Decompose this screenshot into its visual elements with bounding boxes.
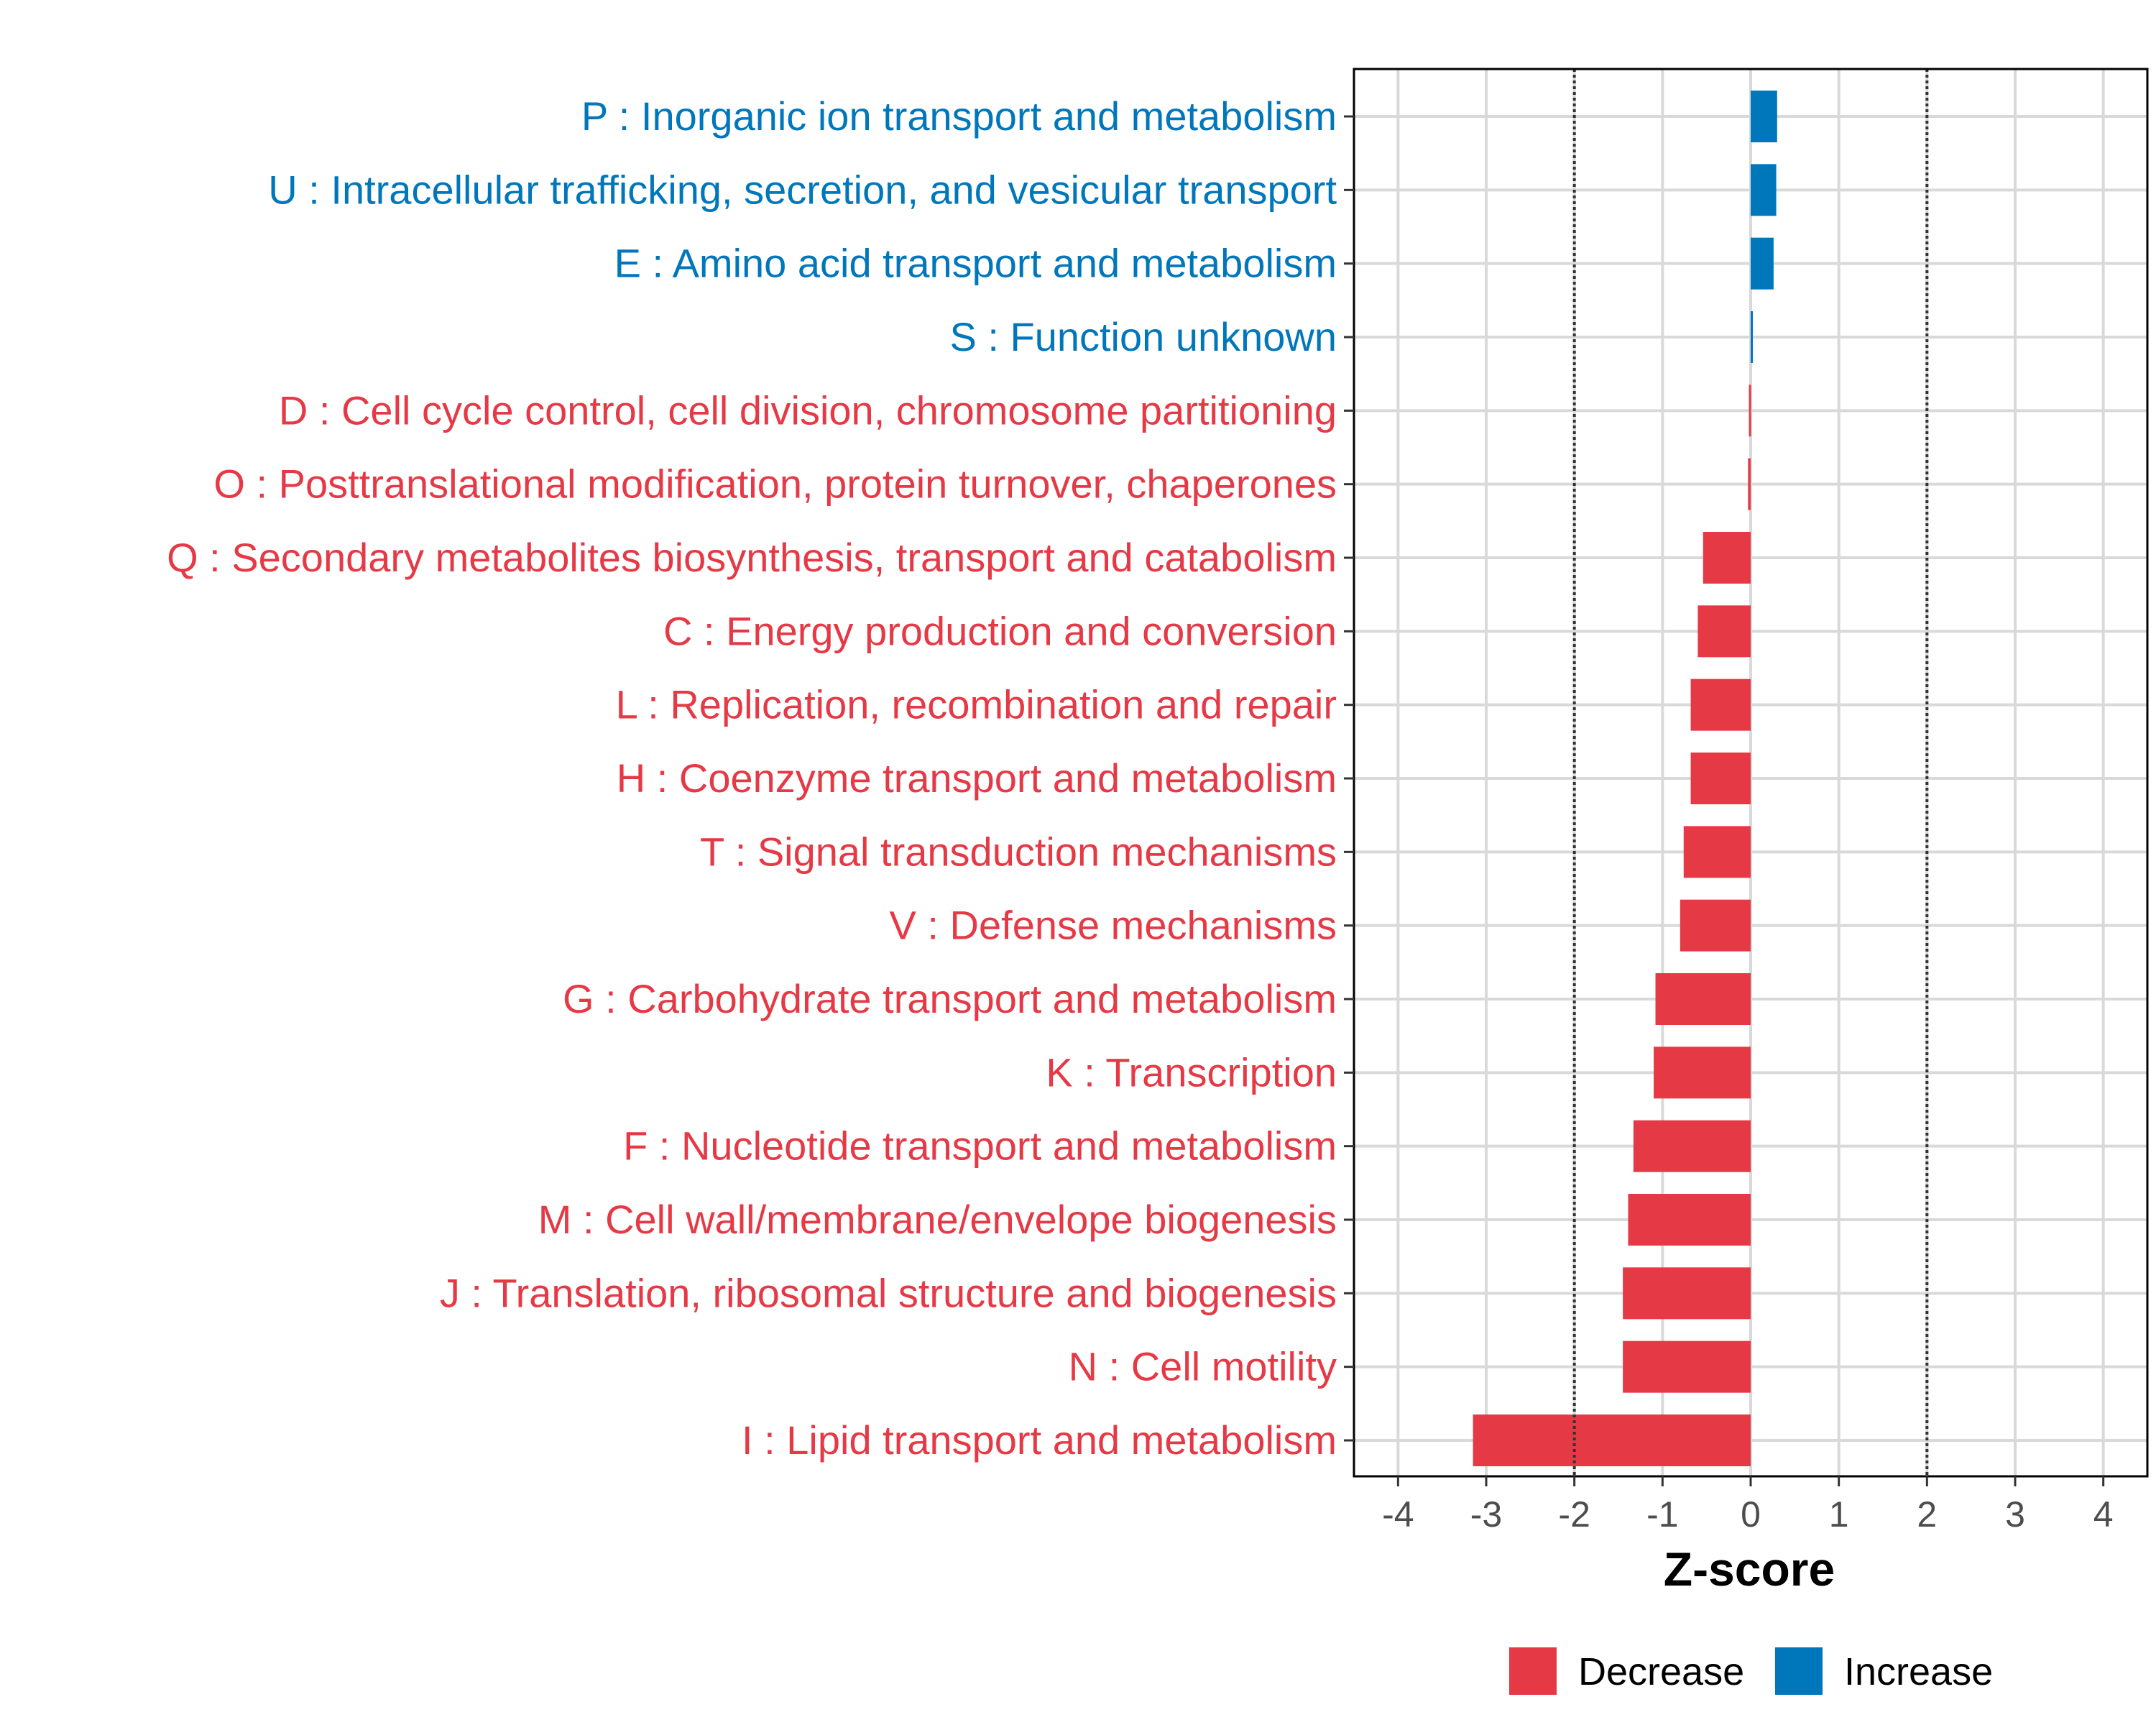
bar [1623,1340,1751,1393]
category-label: V : Defense mechanisms [890,903,1337,948]
bar [1633,1120,1751,1172]
bar [1623,1267,1751,1320]
category-label: O : Posttranslational modification, prot… [213,461,1337,507]
bar [1690,678,1751,731]
x-tick-label: -1 [1646,1494,1678,1535]
bars [1473,91,1777,1466]
bar [1690,753,1751,804]
x-tick-label: 1 [1829,1494,1849,1535]
bar [1751,164,1777,216]
category-label: E : Amino acid transport and metabolism [614,241,1337,286]
category-label: S : Function unknown [949,314,1337,359]
x-tick-label: 2 [1917,1494,1937,1535]
x-tick-label: -3 [1470,1494,1502,1535]
bar [1748,458,1751,510]
legend-swatch [1775,1647,1823,1695]
bar [1749,385,1751,437]
bar [1473,1414,1751,1466]
y-axis-ticks [1344,115,1354,1442]
legend: Decrease Increase [1509,1647,1993,1695]
category-label: F : Nucleotide transport and metabolism [623,1123,1337,1169]
bar [1751,91,1777,142]
category-label: G : Carbohydrate transport and metabolis… [563,976,1337,1021]
category-label: J : Translation, ribosomal structure and… [440,1270,1337,1315]
category-label: C : Energy production and conversion [663,608,1337,653]
category-labels: P : Inorganic ion transport and metaboli… [167,93,1337,1463]
x-tick-label: -2 [1558,1494,1590,1535]
legend-swatch [1509,1647,1557,1695]
x-tick-label: 3 [2005,1494,2025,1535]
bar [1683,826,1751,878]
legend-label: Decrease [1578,1650,1744,1693]
bar [1655,973,1751,1025]
x-tick-label: 0 [1741,1494,1761,1535]
category-label: Q : Secondary metabolites biosynthesis, … [167,535,1337,580]
bar [1751,311,1753,363]
x-tick-labels: -4 -3 -2 -1 0 1 2 3 4 [1382,1494,2113,1535]
x-axis-ticks [1396,1476,2105,1486]
category-label: K : Transcription [1046,1049,1337,1095]
category-label: P : Inorganic ion transport and metaboli… [581,93,1337,139]
bar [1628,1194,1751,1246]
x-axis-title: Z-score [1664,1542,1835,1596]
bar [1680,899,1751,952]
category-label: T : Signal transduction mechanisms [700,829,1337,874]
legend-label: Increase [1844,1650,1993,1693]
category-label: I : Lipid transport and metabolism [742,1417,1337,1463]
bar [1697,605,1751,658]
threshold-lines [1572,69,1929,1476]
category-label: L : Replication, recombination and repai… [616,682,1337,727]
bar [1751,237,1774,290]
category-label: N : Cell motility [1069,1344,1337,1389]
bar [1654,1046,1751,1099]
x-tick-label: 4 [2093,1494,2114,1535]
bar [1703,532,1751,584]
category-label: M : Cell wall/membrane/envelope biogenes… [538,1197,1337,1242]
category-label: D : Cell cycle control, cell division, c… [279,387,1337,433]
category-label: H : Coenzyme transport and metabolism [617,755,1337,801]
category-label: U : Intracellular trafficking, secretion… [268,167,1337,212]
x-tick-label: -4 [1382,1494,1414,1535]
